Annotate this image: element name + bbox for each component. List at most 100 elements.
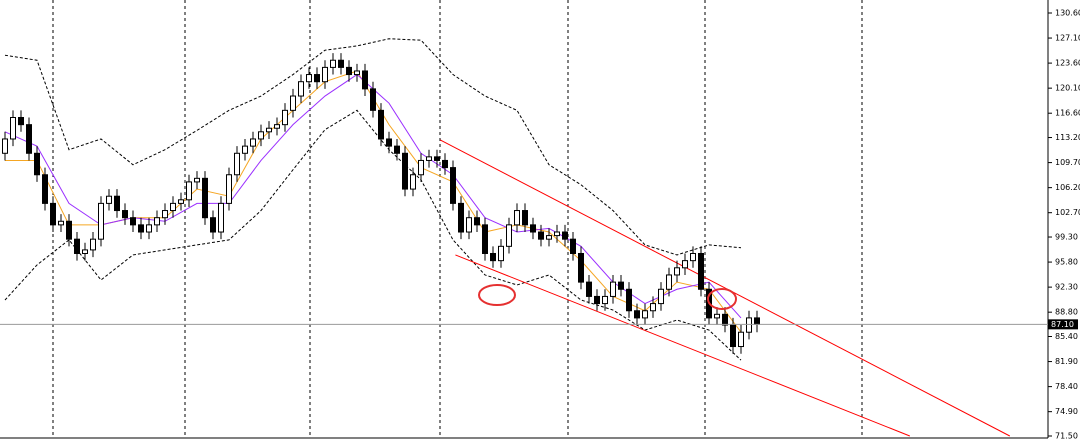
candle-body bbox=[690, 252, 696, 262]
candle-body bbox=[226, 174, 232, 204]
candle-body bbox=[578, 252, 584, 283]
candle-body bbox=[314, 74, 320, 83]
candle-body bbox=[498, 245, 504, 262]
candle-body bbox=[738, 331, 744, 348]
candle-body bbox=[626, 288, 632, 312]
y-tick-label: 109.70 bbox=[1055, 158, 1080, 167]
candle-body bbox=[354, 70, 360, 76]
y-tick-label: 74.90 bbox=[1055, 407, 1078, 416]
candle-body bbox=[410, 174, 416, 190]
candle-body bbox=[202, 177, 208, 219]
current-price-label: 87.10 bbox=[1051, 320, 1074, 329]
candle-body bbox=[562, 231, 568, 240]
y-tick-label: 81.90 bbox=[1055, 357, 1078, 366]
candle-body bbox=[306, 74, 312, 83]
candle-body bbox=[602, 295, 608, 305]
candle-body bbox=[458, 202, 464, 233]
candle-body bbox=[234, 152, 240, 176]
candle-body bbox=[282, 109, 288, 126]
candle-body bbox=[106, 195, 112, 204]
vertical-grid bbox=[52, 0, 863, 438]
candle-body bbox=[186, 181, 192, 201]
candle-body bbox=[114, 195, 120, 212]
candle-body bbox=[466, 217, 472, 233]
candle-body bbox=[594, 295, 600, 305]
annotation-circle bbox=[478, 284, 516, 306]
candle-body bbox=[666, 274, 672, 290]
candle-body bbox=[130, 217, 136, 226]
candle-body bbox=[506, 224, 512, 247]
candle-body bbox=[610, 281, 616, 297]
candle-body bbox=[362, 70, 368, 90]
candle-body bbox=[650, 303, 656, 312]
y-tick-label: 102.70 bbox=[1055, 208, 1080, 217]
y-tick-label: 113.20 bbox=[1055, 133, 1080, 142]
candle-body bbox=[434, 156, 440, 161]
candle-body bbox=[266, 127, 272, 133]
candle-body bbox=[90, 238, 96, 251]
y-tick-label: 127.10 bbox=[1055, 34, 1080, 43]
candle-body bbox=[730, 324, 736, 348]
candle-body bbox=[338, 59, 344, 68]
candle-body bbox=[442, 159, 448, 169]
candle-body bbox=[418, 159, 424, 176]
candle-body bbox=[386, 138, 392, 147]
candle-body bbox=[426, 156, 432, 161]
candle-body bbox=[698, 252, 704, 290]
candle-body bbox=[322, 66, 328, 83]
plot-area bbox=[2, 38, 1011, 437]
candle-body bbox=[274, 124, 280, 129]
candle-body bbox=[538, 231, 544, 240]
candle-body bbox=[122, 210, 128, 219]
candle-body bbox=[618, 281, 624, 290]
candle-body bbox=[370, 88, 376, 111]
candle-body bbox=[98, 202, 104, 240]
candle-body bbox=[522, 210, 528, 226]
candle-body bbox=[66, 220, 72, 240]
candle-body bbox=[34, 152, 40, 176]
candle-body bbox=[714, 313, 720, 319]
candle-body bbox=[546, 235, 552, 240]
candle-body bbox=[378, 109, 384, 140]
candle-body bbox=[258, 131, 264, 140]
candle-body bbox=[394, 145, 400, 154]
candle-body bbox=[162, 210, 168, 219]
candle-body bbox=[346, 66, 352, 76]
candle-body bbox=[634, 310, 640, 319]
candle-body bbox=[586, 281, 592, 297]
y-tick-label: 92.30 bbox=[1055, 283, 1078, 292]
y-tick-label: 99.30 bbox=[1055, 233, 1078, 242]
candle-body bbox=[2, 138, 8, 154]
candle-body bbox=[754, 317, 760, 325]
candle-body bbox=[138, 224, 144, 233]
y-tick-label: 85.40 bbox=[1055, 332, 1078, 341]
candle-body bbox=[210, 217, 216, 233]
y-tick-label: 71.50 bbox=[1055, 432, 1078, 441]
candle-body bbox=[674, 267, 680, 276]
candle-body bbox=[170, 202, 176, 212]
candle-body bbox=[482, 224, 488, 254]
y-tick-label: 106.20 bbox=[1055, 183, 1080, 192]
candle-body bbox=[146, 224, 152, 233]
candle-body bbox=[50, 202, 56, 226]
y-tick-label: 95.80 bbox=[1055, 258, 1078, 267]
candle-body bbox=[642, 310, 648, 319]
series-line bbox=[439, 139, 1011, 437]
series-line bbox=[4, 38, 742, 256]
candle-body bbox=[514, 210, 520, 226]
candle-body bbox=[490, 252, 496, 262]
candle-body bbox=[570, 238, 576, 254]
y-tick-label: 116.60 bbox=[1055, 109, 1080, 118]
candle-body bbox=[82, 249, 88, 254]
candle-body bbox=[450, 167, 456, 204]
candle-body bbox=[250, 138, 256, 147]
y-tick-label: 123.60 bbox=[1055, 59, 1080, 68]
candle-body bbox=[74, 238, 80, 254]
candle-body bbox=[18, 116, 24, 126]
candle-body bbox=[154, 217, 160, 226]
candle-body bbox=[242, 145, 248, 154]
candle-body bbox=[58, 220, 64, 226]
candle-body bbox=[194, 177, 200, 183]
candle-body bbox=[682, 260, 688, 269]
y-tick-label: 120.10 bbox=[1055, 84, 1080, 93]
